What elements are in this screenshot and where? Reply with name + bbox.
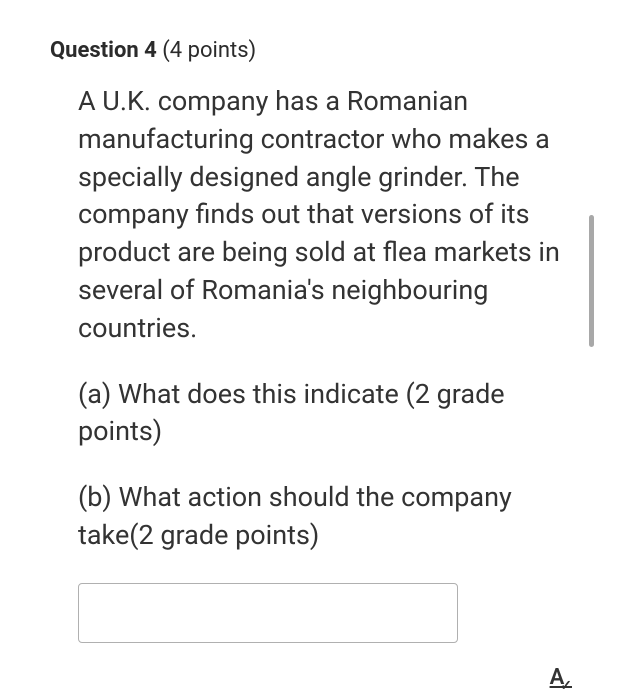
question-main-text: A U.K. company has a Romanian manufactur… [78,83,566,348]
scrollbar[interactable] [589,215,594,347]
question-points: (4 points) [162,38,256,63]
question-header: Question 4 (4 points) [50,38,576,63]
format-icon[interactable]: A✓ [550,665,576,690]
format-check-icon: ✓ [560,678,572,694]
question-body: A U.K. company has a Romanian manufactur… [50,83,576,643]
question-number: 4 [144,38,157,63]
answer-input-box[interactable] [78,583,458,643]
question-label: Question [50,38,139,63]
question-part-b: (b) What action should the company take(… [78,479,566,555]
question-part-a: (a) What does this indicate (2 grade poi… [78,376,566,452]
